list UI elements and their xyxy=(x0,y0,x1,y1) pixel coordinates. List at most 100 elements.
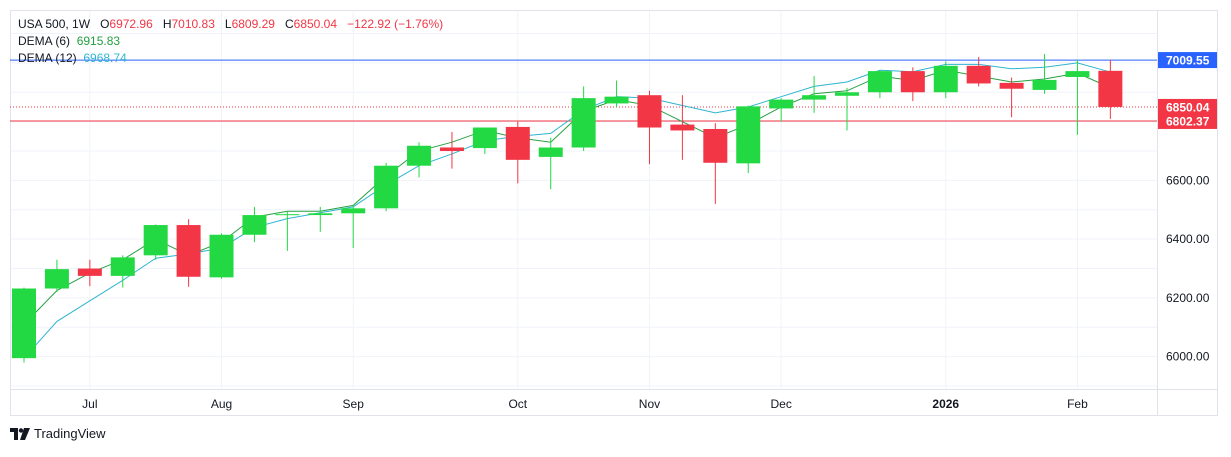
candle[interactable] xyxy=(308,206,333,232)
candle-body xyxy=(867,71,892,93)
indicator-dema-12[interactable]: DEMA (12) 6968.74 xyxy=(18,50,443,67)
time-tick-label: Jul xyxy=(82,397,97,411)
candle-body xyxy=(703,128,728,163)
candle[interactable] xyxy=(1032,54,1057,94)
candle[interactable] xyxy=(242,206,267,243)
candle[interactable] xyxy=(472,127,497,154)
price-tick-label: 6400.00 xyxy=(1166,232,1210,246)
candle-body xyxy=(44,269,69,289)
change-value: −122.92 (−1.76%) xyxy=(347,17,444,31)
open-label: O xyxy=(100,17,110,31)
candle-body xyxy=(670,124,695,131)
candle[interactable] xyxy=(670,95,695,160)
outer-border xyxy=(10,10,1218,416)
dema-12-value: 6968.74 xyxy=(83,51,127,65)
tradingview-brand[interactable]: TradingView xyxy=(10,426,106,441)
brand-name: TradingView xyxy=(34,426,106,441)
candle-body xyxy=(933,65,958,93)
price-tag-label: 6802.37 xyxy=(1166,114,1210,128)
price-tick-label: 6200.00 xyxy=(1166,291,1210,305)
price-axis[interactable]: 6000.00 6200.00 6400.00 6600.00 7009.55 6850.… xyxy=(1158,52,1217,364)
candle[interactable] xyxy=(999,77,1024,118)
candle[interactable] xyxy=(275,211,300,251)
price-tag-label: 7009.55 xyxy=(1166,54,1210,68)
candle[interactable] xyxy=(110,255,135,288)
candle-body xyxy=(835,92,859,96)
candle[interactable] xyxy=(12,287,36,363)
symbol-label[interactable]: USA 500 xyxy=(18,17,66,31)
candle-body xyxy=(736,106,761,164)
candle-body xyxy=(374,165,399,209)
time-tick-label: Dec xyxy=(770,397,791,411)
time-tick-label: 2026 xyxy=(932,397,959,411)
time-tick-label: Oct xyxy=(508,397,527,411)
candle[interactable] xyxy=(604,80,629,107)
low-label: L xyxy=(224,17,232,31)
dema-12-line xyxy=(23,62,1111,359)
time-tick-label: Nov xyxy=(639,397,660,411)
candle[interactable] xyxy=(637,90,662,165)
candle-body xyxy=(966,65,991,84)
candle[interactable] xyxy=(505,121,530,184)
candle-body xyxy=(209,234,234,278)
interval-label[interactable]: 1W xyxy=(72,17,91,31)
dema-6-series xyxy=(23,69,1111,325)
candle-body xyxy=(571,98,596,148)
price-tick-label: 6000.00 xyxy=(1166,350,1210,364)
time-axis[interactable]: Jul Aug Sep Oct Nov Dec 2026 Feb xyxy=(82,397,1088,411)
time-tick-label: Aug xyxy=(211,397,232,411)
candle[interactable] xyxy=(341,205,366,248)
dema-12-series xyxy=(23,62,1111,359)
candle[interactable] xyxy=(933,61,958,99)
low-value: 6809.29 xyxy=(231,17,275,31)
candle-body xyxy=(439,147,464,152)
price-tag-2: 6802.37 xyxy=(1158,112,1217,129)
price-tag-1: 6850.04 xyxy=(1158,98,1217,115)
candle[interactable] xyxy=(966,57,991,87)
candle[interactable] xyxy=(176,219,201,287)
candle[interactable] xyxy=(1065,59,1090,135)
candle[interactable] xyxy=(769,98,794,122)
candle-body xyxy=(538,147,563,157)
candle-body xyxy=(407,145,432,166)
grid xyxy=(10,10,1157,389)
candle[interactable] xyxy=(44,259,69,293)
legend: USA 500, 1W O6972.96 H7010.83 L6809.29 C… xyxy=(18,16,443,67)
indicator-dema-6[interactable]: DEMA (6) 6915.83 xyxy=(18,33,443,50)
tradingview-logo-icon xyxy=(10,427,30,440)
candle[interactable] xyxy=(703,123,728,204)
dema-12-label: DEMA (12) xyxy=(18,51,77,65)
time-tick-label: Feb xyxy=(1067,397,1088,411)
candle[interactable] xyxy=(571,86,596,152)
price-tag-label: 6850.04 xyxy=(1166,100,1210,114)
candles[interactable] xyxy=(12,54,1123,363)
dema-6-value: 6915.83 xyxy=(76,34,121,48)
candle[interactable] xyxy=(802,76,827,113)
candle[interactable] xyxy=(209,233,234,279)
price-tag-bg xyxy=(1158,52,1217,69)
candle-body xyxy=(802,95,827,100)
candle[interactable] xyxy=(374,162,399,212)
candle-body xyxy=(1032,79,1057,90)
candle-body xyxy=(505,126,530,160)
time-tick-label: Sep xyxy=(343,397,365,411)
candle[interactable] xyxy=(736,105,761,174)
candle[interactable] xyxy=(835,87,859,131)
candle-body xyxy=(12,288,36,359)
candle[interactable] xyxy=(1098,59,1123,119)
candle[interactable] xyxy=(143,224,168,260)
candle[interactable] xyxy=(538,137,563,190)
candle-body xyxy=(769,99,794,109)
price-tag-bg xyxy=(1158,112,1217,129)
high-label: H xyxy=(162,17,172,31)
candle-body xyxy=(1098,70,1123,107)
candle[interactable] xyxy=(439,131,464,169)
candle[interactable] xyxy=(77,259,102,287)
candle[interactable] xyxy=(900,67,925,102)
candle[interactable] xyxy=(407,142,432,178)
candle[interactable] xyxy=(867,70,892,99)
price-tick-label: 6600.00 xyxy=(1166,173,1210,187)
candle-body xyxy=(637,95,662,128)
